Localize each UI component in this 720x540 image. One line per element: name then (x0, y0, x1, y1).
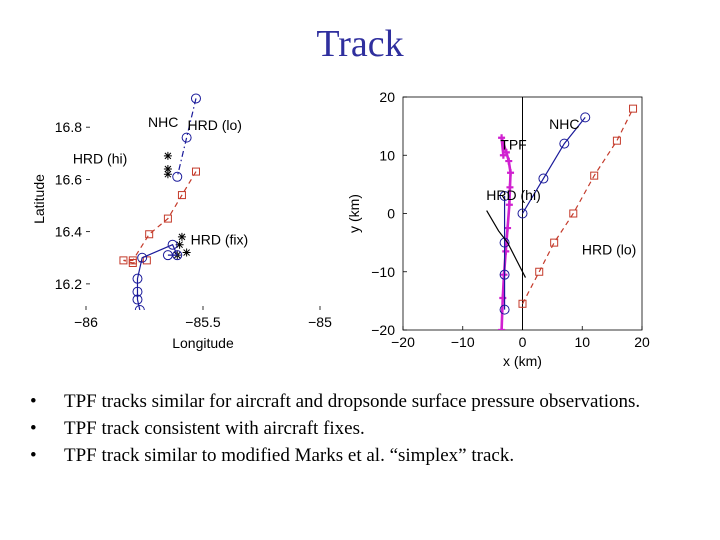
circle-marker (132, 273, 143, 284)
series-line (521, 108, 634, 305)
circle-marker (137, 252, 148, 263)
bullet-item: • TPF tracks similar for aircraft and dro… (30, 388, 640, 415)
plus-marker (498, 326, 506, 330)
square-marker (629, 104, 638, 113)
x-tick-label: −10 (451, 334, 475, 350)
circle-marker (172, 171, 183, 182)
y-tick-label: 16.4 (55, 224, 82, 240)
square-marker (518, 299, 527, 308)
circle-marker (499, 304, 510, 315)
square-marker (163, 214, 172, 223)
circle-marker (190, 93, 201, 104)
circle-marker (580, 112, 591, 123)
bullet-item: • TPF track similar to modified Marks et … (30, 442, 640, 469)
star-marker (182, 248, 191, 257)
circle-marker (517, 208, 528, 219)
square-marker (612, 136, 621, 145)
x-tick-label: −85.5 (185, 314, 221, 330)
chart-annotation: NHC (549, 116, 579, 132)
star-marker (175, 240, 184, 249)
chart-annotation: HRD (hi) (73, 151, 127, 167)
bullet-item: • TPF track consistent with aircraft fixe… (30, 415, 640, 442)
circle-marker (499, 269, 510, 280)
x-tick-label: −86 (74, 314, 98, 330)
x-axis-label: x (km) (503, 353, 542, 369)
circle-marker (134, 305, 145, 310)
x-tick-label: 0 (519, 334, 527, 350)
x-tick-label: −20 (391, 334, 415, 350)
square-marker (569, 209, 578, 218)
bullet-marker: • (30, 391, 37, 412)
circle-marker (167, 239, 178, 250)
series-line (136, 243, 179, 310)
series-line (521, 117, 586, 214)
square-marker (535, 267, 544, 276)
y-axis-label: Latitude (31, 174, 47, 224)
chart-annotation: HRD (lo) (187, 117, 241, 133)
plus-marker (507, 169, 515, 177)
star-marker (163, 151, 172, 160)
plus-marker (502, 247, 510, 255)
slide-title: Track (316, 23, 404, 65)
square-marker (128, 258, 137, 267)
square-marker (177, 191, 186, 200)
y-tick-label: 0 (387, 206, 395, 222)
y-tick-label: 16.2 (55, 276, 82, 292)
plus-marker (506, 183, 514, 191)
series-group (119, 93, 201, 310)
y-axis-label: y (km) (346, 194, 362, 233)
y-tick-label: −10 (371, 264, 395, 280)
square-marker (119, 256, 128, 265)
square-marker (191, 167, 200, 176)
y-tick-label: 20 (379, 89, 395, 105)
series-line (486, 210, 527, 278)
y-tick-label: 10 (379, 147, 395, 163)
chart-annotation: HRD (lo) (582, 241, 636, 257)
bullet-text: TPF track similar to modified Marks et a… (64, 445, 515, 466)
square-marker (550, 238, 559, 247)
plus-marker (505, 157, 513, 165)
bullet-text: TPF tracks similar for aircraft and drop… (64, 391, 641, 412)
circle-marker (538, 173, 549, 184)
circle-marker (172, 250, 183, 261)
square-marker (590, 171, 599, 180)
star-marker (177, 232, 186, 241)
bullet-text: TPF track consistent with aircraft fixes… (64, 418, 365, 439)
chart-annotation: HRD (hi) (486, 187, 540, 203)
x-axis-label: Longitude (172, 335, 234, 351)
plus-marker (499, 294, 507, 302)
circle-marker (132, 294, 143, 305)
circle-marker (181, 132, 192, 143)
y-tick-label: 16.6 (55, 171, 82, 187)
plus-marker (499, 151, 507, 159)
y-tick-label: −20 (371, 322, 395, 338)
circle-marker (132, 286, 143, 297)
star-marker (163, 164, 172, 173)
series-group (486, 104, 638, 330)
x-tick-label: −85 (308, 314, 332, 330)
circle-marker (499, 191, 510, 202)
chart-annotation: HRD (fix) (191, 232, 249, 248)
bullet-list: • TPF tracks similar for aircraft and dro… (30, 388, 640, 469)
bullet-marker: • (30, 418, 37, 439)
x-tick-label: 10 (574, 334, 590, 350)
chart-annotation: NHC (148, 114, 178, 130)
square-marker (145, 230, 154, 239)
y-tick-label: 16.8 (55, 119, 82, 135)
star-marker (163, 170, 172, 179)
plus-marker (498, 134, 506, 142)
chart-annotation: TPF (500, 136, 526, 152)
plus-marker (504, 224, 512, 232)
plus-marker (505, 201, 513, 209)
circle-marker (559, 138, 570, 149)
bullet-marker: • (30, 445, 37, 466)
x-tick-label: 20 (634, 334, 650, 350)
